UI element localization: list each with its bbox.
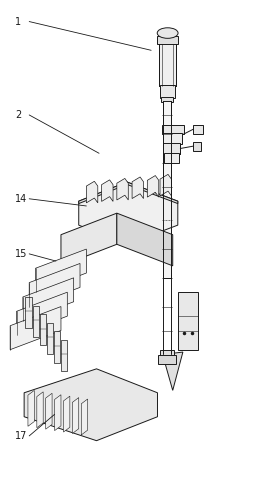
Bar — [193, 125, 203, 134]
Bar — [47, 323, 53, 354]
Polygon shape — [61, 213, 117, 266]
Bar — [159, 41, 176, 86]
Bar — [33, 306, 39, 337]
Polygon shape — [86, 182, 98, 203]
Polygon shape — [117, 213, 173, 266]
Polygon shape — [102, 180, 113, 202]
Bar — [163, 143, 180, 154]
Polygon shape — [64, 396, 70, 432]
Polygon shape — [81, 399, 88, 435]
Bar — [161, 97, 173, 102]
Bar — [160, 85, 175, 98]
Polygon shape — [29, 263, 80, 307]
Polygon shape — [24, 369, 157, 441]
Bar — [158, 355, 176, 364]
Polygon shape — [132, 177, 144, 199]
Ellipse shape — [157, 28, 178, 38]
Polygon shape — [23, 278, 74, 321]
Polygon shape — [79, 182, 178, 244]
Bar — [25, 297, 32, 328]
Text: 15: 15 — [15, 249, 28, 259]
Bar — [164, 153, 179, 163]
Polygon shape — [79, 182, 178, 204]
Polygon shape — [117, 179, 128, 200]
Polygon shape — [10, 307, 61, 350]
Polygon shape — [147, 176, 159, 197]
Bar — [61, 340, 67, 371]
Bar — [193, 142, 201, 151]
Polygon shape — [36, 249, 86, 292]
Bar — [163, 101, 171, 278]
Bar — [160, 350, 174, 357]
Bar — [163, 133, 182, 144]
Polygon shape — [28, 390, 34, 426]
Polygon shape — [55, 395, 61, 431]
Text: 17: 17 — [15, 431, 28, 441]
Text: 14: 14 — [15, 194, 27, 204]
Bar — [178, 292, 198, 350]
Polygon shape — [37, 392, 43, 428]
Bar — [40, 314, 46, 345]
Polygon shape — [46, 393, 52, 429]
Bar — [54, 331, 60, 363]
Polygon shape — [72, 398, 79, 433]
Bar — [162, 125, 184, 134]
Text: 1: 1 — [15, 17, 21, 26]
Polygon shape — [160, 174, 171, 196]
Text: 2: 2 — [15, 110, 22, 120]
Polygon shape — [163, 352, 183, 390]
Bar — [157, 36, 178, 44]
Polygon shape — [17, 292, 67, 335]
